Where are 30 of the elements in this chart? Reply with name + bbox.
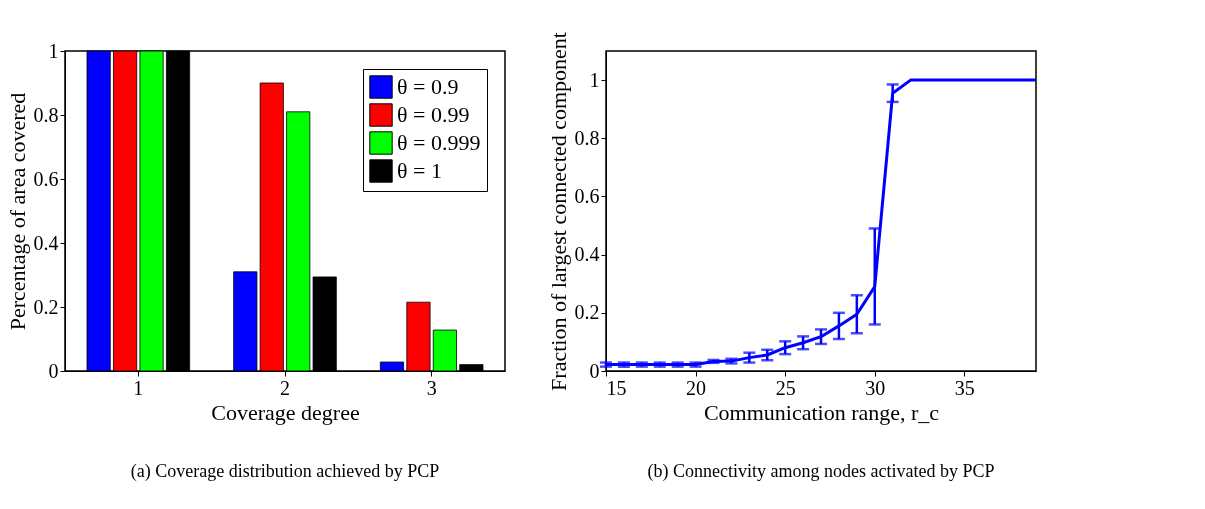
y-tick-label: 0.6	[33, 167, 59, 190]
x-tick-label: 2	[280, 376, 290, 399]
y-axis-title: Percentage of area covered	[4, 92, 30, 331]
x-axis-title: Coverage degree	[211, 399, 360, 425]
legend-label: θ = 0.99	[397, 102, 470, 127]
y-tick-label: 0.2	[33, 295, 59, 318]
x-tick-label: 30	[865, 376, 886, 399]
y-tick-label: 0.8	[574, 126, 600, 149]
text: (a) Coverage distribution achieved by PCP	[130, 461, 440, 482]
x-tick-label: 20	[686, 376, 707, 399]
x-tick-label: 25	[775, 376, 796, 399]
y-tick-label: 0.2	[574, 301, 600, 324]
legend-label: θ = 1	[397, 158, 442, 183]
text: (b) Connectivity among nodes activated by PCP	[647, 461, 995, 482]
y-tick-label: 1	[48, 39, 59, 62]
y-tick-label: 1	[589, 68, 600, 91]
y-tick-label: 0.8	[33, 103, 59, 126]
x-tick-label: 35	[954, 376, 975, 399]
y-tick-label: 0.4	[33, 231, 59, 254]
x-axis-title: Communication range, r_c	[703, 399, 940, 425]
y-tick-label: 0	[589, 359, 600, 382]
x-tick-label: 3	[426, 376, 437, 399]
x-tick-label: 15	[606, 376, 627, 399]
y-tick-label: 0	[48, 359, 59, 382]
x-tick-label: 1	[133, 376, 144, 399]
y-axis-title: Fraction of largest connected component	[545, 32, 571, 391]
y-tick-label: 0.4	[574, 243, 600, 266]
y-tick-label: 0.6	[574, 184, 600, 207]
legend-label: θ = 0.9	[397, 74, 459, 99]
legend-label: θ = 0.999	[397, 130, 481, 155]
